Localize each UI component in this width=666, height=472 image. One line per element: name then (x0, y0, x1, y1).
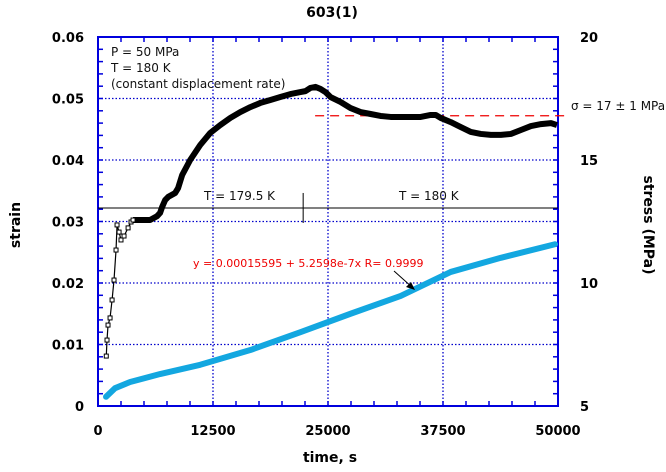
stress-data-point (118, 237, 124, 243)
y-right-tick-label: 20 (580, 31, 598, 46)
condition-mode: (constant displacement rate) (111, 77, 285, 91)
stress-data-point (105, 322, 111, 328)
temp-before-label: T = 179.5 K (203, 189, 276, 203)
stress-data-point (104, 337, 110, 343)
x-axis-title: time, s (303, 450, 357, 466)
stress-data-point (109, 297, 115, 303)
y-left-tick-label: 0.03 (52, 216, 84, 231)
condition-pressure: P = 50 MPa (111, 45, 179, 59)
stress-data-point (114, 222, 120, 228)
y-left-axis-title: strain (8, 202, 24, 248)
y-left-tick-label: 0.04 (52, 154, 84, 169)
y-left-tick-label: 0.05 (52, 93, 84, 108)
stress-data-point (116, 229, 122, 235)
y-right-tick-label: 15 (580, 154, 598, 169)
strain-data-point (105, 395, 108, 398)
fit-arrow-head (406, 282, 415, 290)
strain-series-line (103, 241, 558, 400)
strain-data-point (349, 312, 352, 315)
strain-data-point (553, 243, 556, 246)
y-right-axis-title: stress (MPa) (640, 175, 656, 274)
stress-data-point (111, 277, 117, 283)
strain-data-point (159, 373, 162, 376)
x-tick-label: 0 (93, 424, 102, 439)
strain-data-point (129, 381, 132, 384)
stress-data-point (130, 217, 136, 223)
strain-data-point (299, 331, 302, 334)
strain-data-point (114, 387, 117, 390)
stress-data-point (125, 225, 131, 231)
stress-series-line (133, 83, 558, 224)
stress-data-point (107, 315, 113, 321)
stress-data-point (113, 247, 119, 253)
sigma-label: σ = 17 ± 1 MPa (571, 99, 665, 113)
condition-temperature: T = 180 K (110, 61, 172, 75)
y-right-tick-label: 5 (580, 400, 589, 415)
y-right-tick-label: 10 (580, 277, 598, 292)
temp-after-label: T = 180 K (398, 189, 460, 203)
strain-data-point (499, 256, 502, 259)
x-tick-label: 12500 (190, 424, 235, 439)
chart-title: 603(1) (306, 5, 358, 21)
stress-data-point (121, 233, 127, 239)
stress-data-point (103, 353, 109, 359)
fit-equation: y = 0.00015595 + 5.2598e-7x R= 0.9999 (193, 257, 424, 270)
strain-data-point (199, 363, 202, 366)
y-left-tick-label: 0.06 (52, 31, 84, 46)
y-left-tick-label: 0.02 (52, 277, 84, 292)
strain-data-point (249, 349, 252, 352)
strain-data-point (399, 294, 402, 297)
x-tick-label: 50000 (535, 424, 580, 439)
strain-data-point (449, 270, 452, 273)
x-tick-label: 25000 (305, 424, 350, 439)
x-tick-label: 37500 (420, 424, 465, 439)
y-left-tick-label: 0 (75, 400, 84, 415)
y-left-tick-label: 0.01 (52, 339, 84, 354)
